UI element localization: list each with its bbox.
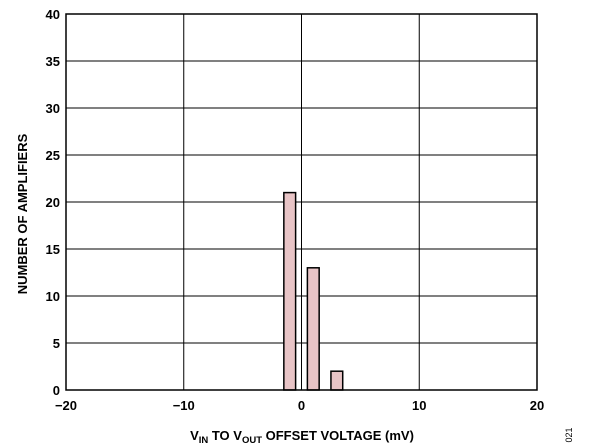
x-title-sub1: IN xyxy=(199,435,209,446)
histogram-bar xyxy=(306,267,320,391)
x-tick-label: 0 xyxy=(298,398,305,413)
x-tick-label: −20 xyxy=(55,398,77,413)
y-tick-label: 25 xyxy=(46,148,60,163)
y-tick-label: 10 xyxy=(46,289,60,304)
y-tick-label: 15 xyxy=(46,242,60,257)
x-axis-title: VIN TO VOUT OFFSET VOLTAGE (mV) xyxy=(190,428,414,446)
y-axis-title: NUMBER OF AMPLIFIERS xyxy=(15,133,30,294)
y-tick-label: 5 xyxy=(53,336,60,351)
x-tick-label: −10 xyxy=(173,398,195,413)
y-tick-label: 35 xyxy=(46,54,60,69)
y-tick-label: 30 xyxy=(46,101,60,116)
y-tick-label: 20 xyxy=(46,195,60,210)
grid-lines xyxy=(66,14,537,390)
figure-code: 021 xyxy=(564,427,574,442)
histogram-bar xyxy=(283,191,297,391)
y-axis-ticks: 0 5 10 15 20 25 30 35 40 xyxy=(46,7,60,398)
x-axis-ticks: −20 −10 0 10 20 xyxy=(55,398,544,413)
bar-series xyxy=(283,191,344,391)
plot-frame xyxy=(65,13,538,391)
x-tick-label: 20 xyxy=(530,398,544,413)
x-title-rest: OFFSET VOLTAGE (mV) xyxy=(262,428,414,443)
y-tick-label: 0 xyxy=(53,383,60,398)
x-title-sub2: OUT xyxy=(242,435,262,446)
x-title-base1: V xyxy=(190,428,199,443)
y-tick-label: 40 xyxy=(46,7,60,22)
x-tick-label: 10 xyxy=(412,398,426,413)
x-title-mid: TO V xyxy=(208,428,242,443)
histogram-bar xyxy=(330,370,344,391)
